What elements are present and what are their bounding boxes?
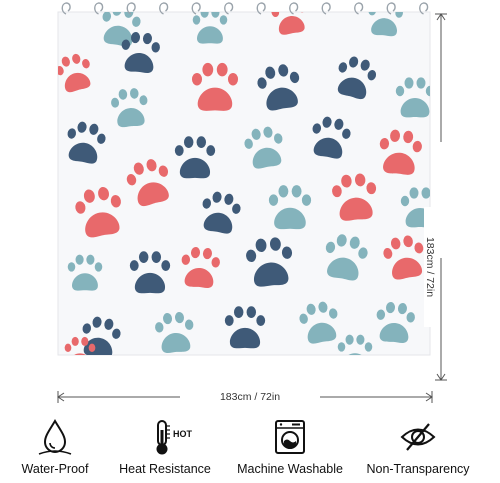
paw-print bbox=[67, 121, 106, 164]
feature-non-transparency: Non-Transparency bbox=[358, 418, 478, 480]
paw-print bbox=[111, 88, 148, 128]
paw-print bbox=[202, 191, 241, 234]
paw-print bbox=[75, 186, 121, 238]
curtain-hook bbox=[61, 2, 71, 15]
curtain-panel bbox=[57, 11, 431, 356]
water-drop-icon bbox=[38, 419, 72, 455]
curtain-hook bbox=[94, 2, 104, 15]
paw-print bbox=[246, 237, 293, 287]
paw-print bbox=[379, 129, 422, 175]
curtain-hook bbox=[159, 2, 169, 15]
paw-print bbox=[174, 136, 216, 179]
paw-print bbox=[181, 246, 220, 289]
curtain-hook bbox=[289, 2, 299, 15]
paw-print bbox=[244, 126, 283, 169]
feature-heat-resistance: HOT Heat Resistance bbox=[105, 418, 225, 480]
paw-print bbox=[58, 53, 91, 93]
paw-print bbox=[383, 235, 424, 280]
curtain-hook bbox=[256, 2, 266, 15]
paw-print bbox=[332, 173, 377, 221]
height-dimension-line bbox=[435, 13, 447, 381]
feature-label: Water-Proof bbox=[21, 462, 89, 476]
paw-print bbox=[268, 185, 312, 230]
paw-print bbox=[337, 334, 373, 355]
curtain-hook bbox=[126, 2, 136, 15]
paw-print bbox=[192, 12, 228, 44]
paw-print bbox=[368, 12, 403, 37]
curtain-hook bbox=[419, 2, 429, 15]
paw-print bbox=[82, 316, 121, 355]
feature-label: Non-Transparency bbox=[366, 462, 470, 476]
curtain-hook bbox=[191, 2, 201, 15]
thermometer-icon bbox=[156, 420, 170, 455]
paw-print bbox=[64, 336, 96, 355]
paw-print bbox=[155, 311, 194, 354]
curtain-hooks bbox=[61, 2, 429, 15]
feature-machine-washable: Machine Washable bbox=[230, 418, 350, 480]
paw-print bbox=[129, 251, 171, 294]
height-dimension-label: 183cm / 72in bbox=[424, 207, 436, 327]
eye-off-icon bbox=[400, 423, 436, 451]
width-dimension-label: 183cm / 72in bbox=[180, 391, 320, 403]
feature-list: Water-Proof HOT Heat Resistance Machine … bbox=[0, 418, 500, 480]
curtain-hook bbox=[354, 2, 364, 15]
feature-label: Heat Resistance bbox=[119, 462, 211, 476]
paw-print bbox=[337, 56, 377, 100]
curtain-hook bbox=[224, 2, 234, 15]
width-dimension-line bbox=[57, 391, 433, 403]
paw-print bbox=[271, 12, 306, 35]
paw-print bbox=[312, 116, 351, 159]
feature-label: Machine Washable bbox=[237, 462, 343, 476]
paw-print bbox=[325, 234, 368, 281]
hot-badge: HOT bbox=[173, 429, 192, 439]
paw-print bbox=[121, 31, 160, 74]
feature-waterproof: Water-Proof bbox=[0, 418, 115, 480]
curtain-hook bbox=[386, 2, 396, 15]
paw-print bbox=[299, 301, 338, 344]
paw-print bbox=[67, 254, 103, 291]
paw-print bbox=[191, 62, 239, 111]
paw-print bbox=[376, 301, 415, 344]
paw-print bbox=[257, 64, 300, 111]
paw-print bbox=[400, 187, 430, 228]
paw-print bbox=[224, 306, 266, 349]
paw-print bbox=[395, 77, 430, 118]
washing-machine-icon bbox=[275, 420, 305, 454]
paw-print-pattern bbox=[58, 12, 430, 355]
paw-print bbox=[126, 159, 169, 207]
curtain-hook bbox=[321, 2, 331, 15]
